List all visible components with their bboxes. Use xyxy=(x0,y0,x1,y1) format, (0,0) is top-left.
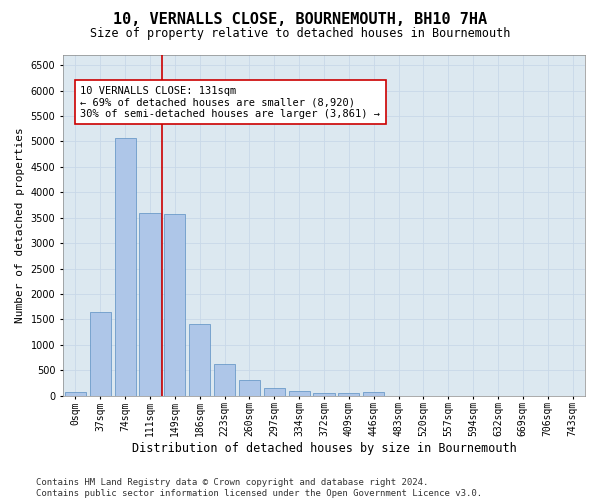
Text: 10, VERNALLS CLOSE, BOURNEMOUTH, BH10 7HA: 10, VERNALLS CLOSE, BOURNEMOUTH, BH10 7H… xyxy=(113,12,487,28)
Bar xyxy=(363,392,384,396)
Bar xyxy=(214,364,235,396)
Bar xyxy=(89,312,111,396)
Bar xyxy=(189,324,210,396)
Bar xyxy=(263,388,285,396)
Bar xyxy=(338,393,359,396)
Bar xyxy=(164,214,185,396)
Y-axis label: Number of detached properties: Number of detached properties xyxy=(15,128,25,323)
Bar xyxy=(65,392,86,396)
Bar xyxy=(239,380,260,396)
Bar xyxy=(289,390,310,396)
Bar xyxy=(139,212,161,396)
Bar xyxy=(115,138,136,396)
Text: Contains HM Land Registry data © Crown copyright and database right 2024.
Contai: Contains HM Land Registry data © Crown c… xyxy=(36,478,482,498)
X-axis label: Distribution of detached houses by size in Bournemouth: Distribution of detached houses by size … xyxy=(131,442,517,455)
Text: Size of property relative to detached houses in Bournemouth: Size of property relative to detached ho… xyxy=(90,28,510,40)
Bar xyxy=(313,392,335,396)
Text: 10 VERNALLS CLOSE: 131sqm
← 69% of detached houses are smaller (8,920)
30% of se: 10 VERNALLS CLOSE: 131sqm ← 69% of detac… xyxy=(80,86,380,118)
